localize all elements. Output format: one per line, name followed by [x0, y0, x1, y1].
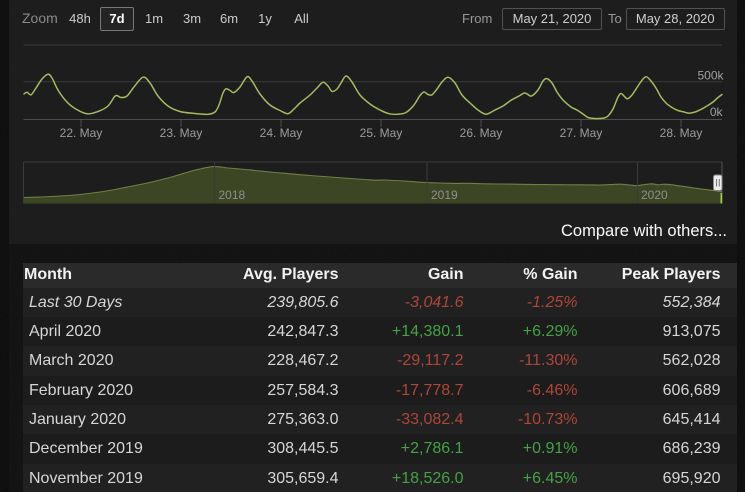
svg-text:23. May: 23. May	[160, 126, 203, 140]
svg-text:28. May: 28. May	[660, 126, 703, 140]
svg-text:0k: 0k	[710, 105, 724, 119]
svg-text:2019: 2019	[431, 188, 458, 202]
svg-text:2020: 2020	[641, 188, 668, 202]
svg-text:26. May: 26. May	[460, 126, 503, 140]
svg-text:500k: 500k	[697, 68, 724, 82]
svg-text:2018: 2018	[219, 188, 246, 202]
svg-text:25. May: 25. May	[360, 126, 403, 140]
svg-text:22. May: 22. May	[60, 126, 103, 140]
svg-text:27. May: 27. May	[560, 126, 603, 140]
svg-text:24. May: 24. May	[260, 126, 303, 140]
